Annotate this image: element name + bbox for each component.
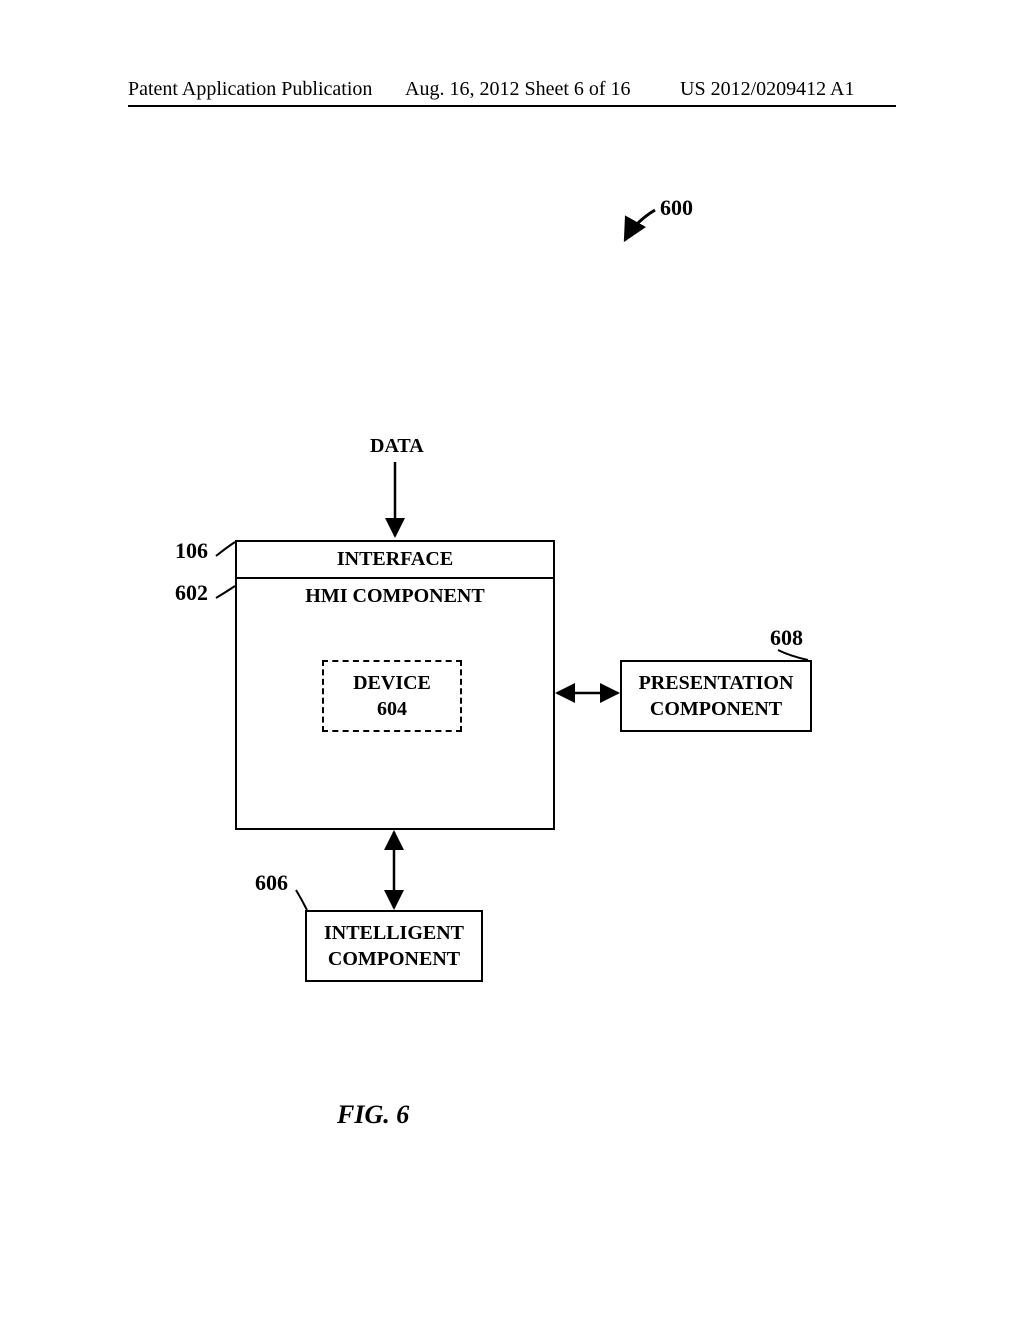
data-label: DATA bbox=[370, 435, 424, 458]
ref-600: 600 bbox=[660, 195, 693, 221]
figure-caption: FIG. 6 bbox=[337, 1100, 409, 1130]
header-rule bbox=[128, 105, 896, 107]
interface-strip: INTERFACE bbox=[237, 542, 553, 579]
presentation-line-1: PRESENTATION bbox=[639, 672, 794, 694]
ref-608: 608 bbox=[770, 625, 803, 651]
ref-602: 602 bbox=[175, 580, 208, 606]
device-label-1: DEVICE bbox=[353, 672, 431, 694]
header-left: Patent Application Publication bbox=[128, 78, 372, 101]
device-label-2: 604 bbox=[377, 698, 407, 720]
leader-106 bbox=[216, 542, 235, 556]
hmi-strip: HMI COMPONENT bbox=[237, 579, 553, 614]
presentation-line-2: COMPONENT bbox=[650, 698, 782, 720]
intelligent-component-box: INTELLIGENT COMPONENT bbox=[305, 910, 483, 982]
header-right: US 2012/0209412 A1 bbox=[680, 78, 854, 101]
presentation-component-box: PRESENTATION COMPONENT bbox=[620, 660, 812, 732]
intelligent-line-2: COMPONENT bbox=[328, 948, 460, 970]
intelligent-line-1: INTELLIGENT bbox=[324, 922, 464, 944]
ref-606: 606 bbox=[255, 870, 288, 896]
leader-608 bbox=[778, 650, 808, 660]
header-middle: Aug. 16, 2012 Sheet 6 of 16 bbox=[405, 78, 631, 101]
ref-106: 106 bbox=[175, 538, 208, 564]
page: Patent Application Publication Aug. 16, … bbox=[0, 0, 1024, 1320]
device-box: DEVICE 604 bbox=[322, 660, 462, 732]
leader-602 bbox=[216, 586, 235, 598]
leader-600 bbox=[625, 210, 655, 240]
leader-606 bbox=[296, 890, 307, 910]
